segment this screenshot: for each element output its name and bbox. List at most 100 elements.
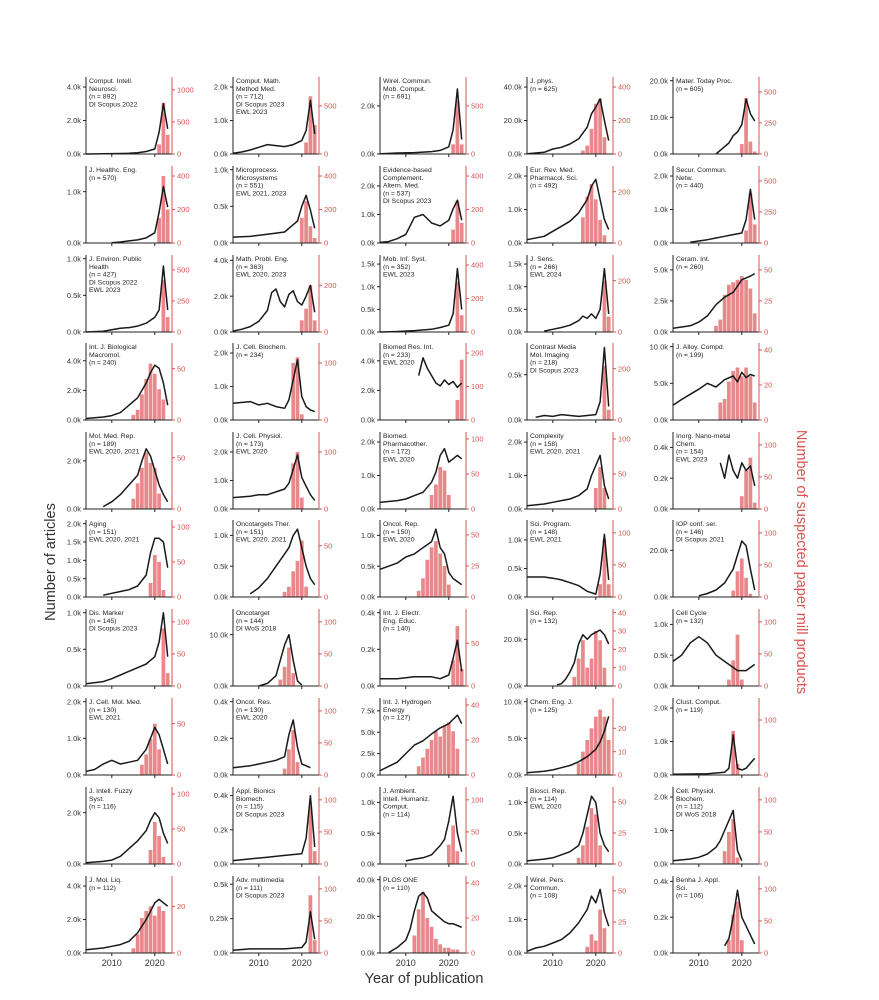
bar <box>714 325 718 332</box>
annotation-line: Evidence-based <box>383 167 432 174</box>
annotation-line: Mob. Comput. <box>383 86 426 93</box>
panel-13: 0.0k 0.5k 1.0k 1.5k 0 200 400 Mob. Inf. Syst. (n… <box>361 255 484 337</box>
bar <box>581 845 585 864</box>
left-tick-label: 0.0k <box>67 239 81 248</box>
article-count-line <box>85 103 169 155</box>
left-tick-label: 1.0k <box>654 205 668 214</box>
annotation-line: Dis. Marker <box>89 610 124 617</box>
left-tick-label: 0.4k <box>214 697 228 706</box>
annotation-line: Eur. Rev. Med. <box>530 167 575 174</box>
panel-30: 0.0k 20.0k 0 50 100 IOP conf. ser. (n = 146) DI… <box>650 520 777 602</box>
left-tick-label: 0.0k <box>654 860 668 869</box>
right-tick-label: 50 <box>324 917 332 926</box>
bar <box>144 754 149 775</box>
right-tick-label: 50 <box>324 739 332 748</box>
panel-annotation: J. Cell. Biochem. (n = 234) <box>236 344 287 359</box>
panel-annotation: J. phys. (n = 625) <box>530 78 557 93</box>
annotation-line: DI WoS 2018 <box>676 811 717 818</box>
annotation-line: Complement. <box>383 175 424 182</box>
annotation-line: Oncotargets Ther. <box>236 521 290 528</box>
annotation-line: EWL 2020 <box>236 449 268 456</box>
panel-annotation: Ceram. Int. (n = 260) <box>676 256 710 271</box>
right-tick-label: 0 <box>177 328 181 337</box>
article-count-line <box>672 272 756 330</box>
right-tick-label: 200 <box>471 205 484 214</box>
panel-44: 0.0k 0.5k 1.0k 0 25 50 Biosci. Rep. (n = 114) EW… <box>508 787 626 869</box>
left-tick-label: 0.5k <box>361 562 375 571</box>
right-tick-label: 200 <box>177 205 190 214</box>
panel-annotation: J. Healthc. Eng. (n = 570) <box>89 167 137 182</box>
bar <box>602 137 607 154</box>
panel-annotation: Cell. Physiol. Biochem. (n = 112) DI WoS 20… <box>676 788 717 818</box>
annotation-line: DI Scopus 2023 <box>383 198 432 205</box>
annotation-line: Sci. Rep. <box>530 610 558 617</box>
bar <box>282 591 287 597</box>
left-tick-label: 0.5k <box>361 305 375 314</box>
bar <box>744 279 748 332</box>
panel-37: 0.0k 0.2k 0.4k 0 50 100 Oncol. Res. (n = 130) EW… <box>214 697 337 779</box>
right-tick-label: 50 <box>471 470 479 479</box>
right-tick-label: 400 <box>471 172 484 181</box>
right-tick-label: 100 <box>324 884 337 893</box>
left-tick-label: 4.0k <box>67 356 81 365</box>
left-tick-label: 1.0k <box>361 531 375 540</box>
annotation-line: EWL 2020, 2021 <box>236 537 287 544</box>
panel-26: 0.0k 0.5k 1.0k 1.5k 2.0k 0 50 100 Aging (n = 151)… <box>67 519 190 601</box>
annotation-line: (n = 189) <box>89 441 116 448</box>
right-tick-label: 500 <box>471 101 484 110</box>
panel-33: 0.0k 0.2k 0.4k 0 50 Int. J. Electr. Eng. Educ.… <box>361 608 480 690</box>
annotation-line: EWL 2020 <box>530 804 562 811</box>
panel-annotation: Wirel. Pers. Commun. (n = 108) <box>530 877 565 900</box>
bar <box>735 634 740 686</box>
annotation-line: (n = 158) <box>530 441 557 448</box>
left-tick-label: 0.0k <box>361 682 375 691</box>
annotation-line: DI Scopus 2022 <box>89 101 138 108</box>
annotation-line: Commun. <box>530 885 560 892</box>
annotation-line: Mater. Today Proc. <box>676 78 733 85</box>
left-tick-label: 0.0k <box>361 949 375 958</box>
bar <box>438 553 443 597</box>
annotation-line: Neurosci. <box>89 86 118 93</box>
left-tick-label: 1.0k <box>67 734 81 743</box>
panel-annotation: Dis. Marker (n = 145) DI Scopus 2023 <box>89 610 138 633</box>
article-count-line <box>388 891 462 954</box>
left-tick-label: 2.5k <box>361 749 375 758</box>
article-count-line <box>379 528 463 586</box>
left-tick-label: 0.2k <box>214 734 228 743</box>
left-tick-label: 2.0k <box>214 349 228 358</box>
bar <box>718 402 723 420</box>
left-tick-label: 0.0k <box>214 593 228 602</box>
right-tick-label: 100 <box>324 706 337 715</box>
bar <box>593 814 598 864</box>
left-tick-label: 1.5k <box>508 260 522 269</box>
bar <box>165 134 170 154</box>
left-tick-label: 1.0k <box>508 798 522 807</box>
left-tick-label: 7.5k <box>361 706 375 715</box>
right-tick-label: 200 <box>618 276 631 285</box>
panel-annotation: Mater. Today Proc. (n = 605) <box>676 78 733 93</box>
bar <box>739 558 744 597</box>
bar <box>446 495 451 509</box>
bar <box>602 235 607 243</box>
bar <box>157 217 161 243</box>
left-tick-label: 0.5k <box>508 305 522 314</box>
annotation-line: (n = 892) <box>89 94 116 101</box>
panel-annotation: Cell Cycle (n = 132) <box>676 610 707 625</box>
panel-annotation: J. Environ. Public Health (n = 427) DI Scop… <box>89 256 142 294</box>
x-tick-label: 2020 <box>586 958 606 968</box>
right-tick-label: 20 <box>471 736 479 745</box>
annotation-line: DI WoS 2018 <box>236 626 277 633</box>
bar <box>455 399 460 420</box>
right-tick-label: 0 <box>471 949 475 958</box>
bar <box>602 667 607 686</box>
panel-annotation: Evidence-based Complement. Altern. Med. (n … <box>383 167 432 205</box>
left-tick-label: 40.0k <box>357 875 376 884</box>
bar <box>748 376 753 420</box>
bar <box>593 199 598 243</box>
y-axis-label-right: Number of suspected paper mill products <box>793 430 809 694</box>
bar <box>718 319 723 332</box>
left-tick-label: 0.4k <box>214 791 228 800</box>
bar <box>308 895 313 953</box>
right-tick-label: 50 <box>177 453 185 462</box>
right-tick-label: 200 <box>618 187 631 196</box>
